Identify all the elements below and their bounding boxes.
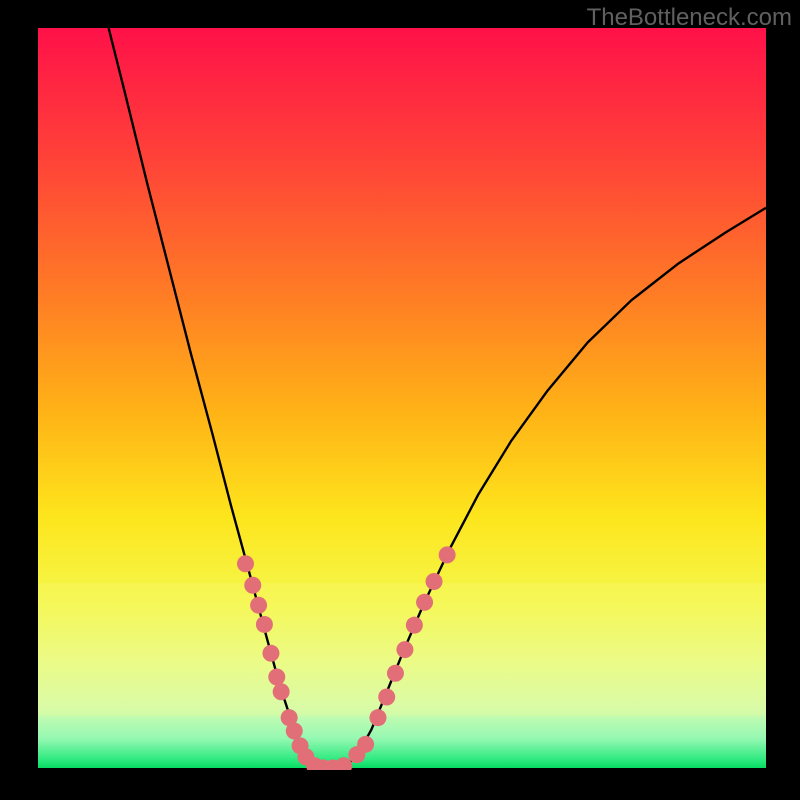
watermark-text: TheBottleneck.com: [587, 4, 792, 32]
scatter-dot: [378, 688, 395, 705]
scatter-dot: [256, 616, 273, 633]
chart-container: TheBottleneck.com: [0, 0, 800, 800]
chart-svg: [0, 0, 800, 800]
scatter-dot: [439, 546, 456, 563]
scatter-dot: [369, 709, 386, 726]
scatter-dot: [416, 594, 433, 611]
scatter-dot: [250, 597, 267, 614]
scatter-dot: [396, 641, 413, 658]
scatter-dot: [286, 723, 303, 740]
scatter-dot: [237, 555, 254, 572]
scatter-dot: [406, 617, 423, 634]
scatter-dot: [268, 668, 285, 685]
scatter-dot: [262, 645, 279, 662]
scatter-dot: [273, 683, 290, 700]
scatter-dot: [357, 736, 374, 753]
scatter-dot: [244, 577, 261, 594]
scatter-dot: [426, 573, 443, 590]
scatter-dot: [387, 665, 404, 682]
